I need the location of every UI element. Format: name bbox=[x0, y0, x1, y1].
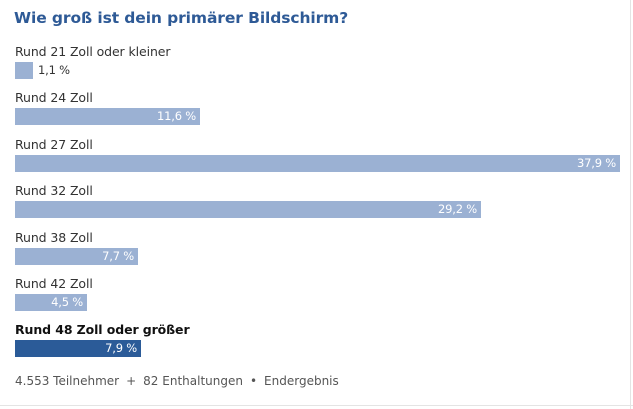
plus-separator: + bbox=[126, 374, 137, 388]
poll-option: Rund 32 Zoll 29,2 % bbox=[14, 183, 622, 223]
result-bar: 11,6 % bbox=[15, 108, 200, 125]
option-label: Rund 21 Zoll oder kleiner bbox=[15, 44, 171, 59]
poll-option: Rund 21 Zoll oder kleiner 1,1 % bbox=[14, 44, 622, 84]
percent-label: 37,9 % bbox=[577, 156, 616, 170]
poll-option: Rund 48 Zoll oder größer 7,9 % bbox=[14, 322, 622, 362]
poll-option: Rund 42 Zoll 4,5 % bbox=[14, 276, 622, 316]
result-bar: 4,5 % bbox=[15, 294, 87, 311]
poll-option: Rund 27 Zoll 37,9 % bbox=[14, 137, 622, 177]
option-label: Rund 48 Zoll oder größer bbox=[15, 322, 190, 337]
result-bar: 29,2 % bbox=[15, 201, 481, 218]
poll-status: Endergebnis bbox=[264, 374, 339, 388]
percent-label: 4,5 % bbox=[51, 295, 83, 309]
percent-label: 1,1 % bbox=[38, 63, 70, 77]
right-border bbox=[630, 0, 631, 409]
poll-title: Wie groß ist dein primärer Bildschirm? bbox=[14, 9, 349, 27]
percent-label: 11,6 % bbox=[157, 109, 196, 123]
option-label: Rund 24 Zoll bbox=[15, 90, 93, 105]
option-label: Rund 38 Zoll bbox=[15, 230, 93, 245]
participant-count: 4.553 Teilnehmer bbox=[15, 374, 120, 388]
option-label: Rund 42 Zoll bbox=[15, 276, 93, 291]
option-label: Rund 27 Zoll bbox=[15, 137, 93, 152]
option-label: Rund 32 Zoll bbox=[15, 183, 93, 198]
result-bar bbox=[15, 62, 33, 79]
dot-separator: • bbox=[249, 374, 258, 388]
bottom-border bbox=[0, 405, 633, 406]
result-bar: 7,7 % bbox=[15, 248, 138, 265]
poll-option: Rund 38 Zoll 7,7 % bbox=[14, 230, 622, 270]
result-bar: 7,9 % bbox=[15, 340, 141, 357]
result-bar: 37,9 % bbox=[15, 155, 620, 172]
poll-footer: 4.553 Teilnehmer +82 Enthaltungen • Enderge… bbox=[15, 374, 339, 388]
percent-label: 7,9 % bbox=[105, 341, 137, 355]
percent-label: 29,2 % bbox=[438, 202, 477, 216]
percent-label: 7,7 % bbox=[102, 249, 134, 263]
abstention-count: 82 Enthaltungen bbox=[143, 374, 243, 388]
poll-option: Rund 24 Zoll 11,6 % bbox=[14, 90, 622, 130]
